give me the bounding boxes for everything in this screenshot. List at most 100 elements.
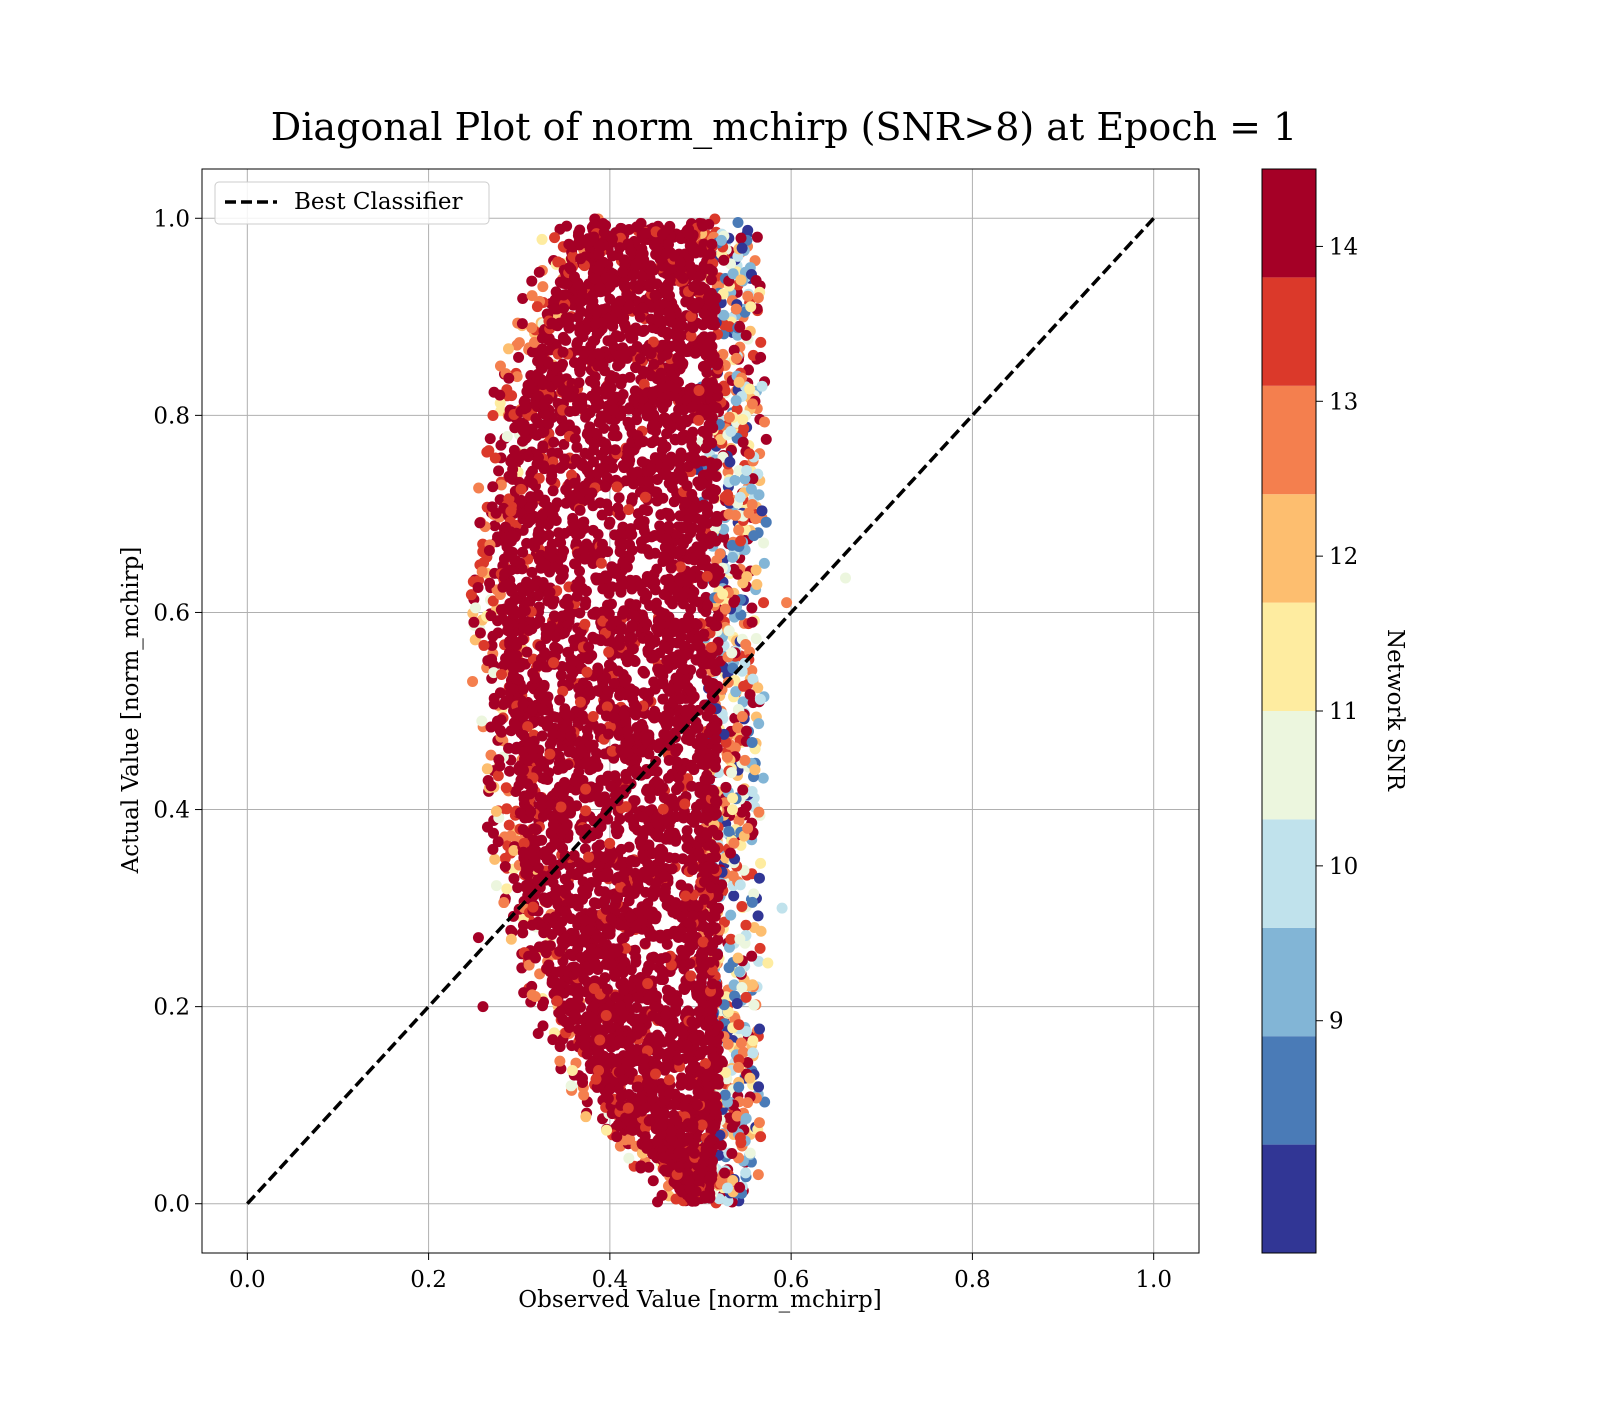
scatter-point (627, 633, 638, 644)
scatter-point (589, 897, 600, 908)
scatter-point (627, 333, 638, 344)
scatter-point (755, 943, 766, 954)
scatter-point (643, 688, 654, 699)
scatter-point (749, 764, 760, 775)
scatter-point (733, 1062, 744, 1073)
scatter-point (746, 602, 757, 613)
scatter-point (745, 1148, 756, 1159)
scatter-point (502, 625, 513, 636)
scatter-point (685, 970, 696, 981)
scatter-point (534, 267, 545, 278)
scatter-point (530, 952, 541, 963)
scatter-point (745, 301, 756, 312)
scatter-point (501, 883, 512, 894)
scatter-point (503, 343, 514, 354)
scatter-points (466, 213, 851, 1208)
scatter-point (643, 1162, 654, 1173)
scatter-point (724, 412, 735, 423)
scatter-point (706, 239, 717, 250)
chart-title: Diagonal Plot of norm_mchirp (SNR>8) at … (271, 105, 1297, 150)
scatter-point (722, 1182, 733, 1193)
scatter-point (485, 610, 496, 621)
scatter-point (686, 686, 697, 697)
scatter-point (656, 368, 667, 379)
scatter-point (684, 940, 695, 951)
scatter-point (557, 763, 568, 774)
scatter-point (720, 1090, 731, 1101)
scatter-point (487, 410, 498, 421)
scatter-point (503, 373, 514, 384)
scatter-point (735, 535, 746, 546)
scatter-point (753, 718, 764, 729)
scatter-point (564, 893, 575, 904)
scatter-point (496, 669, 507, 680)
scatter-point (736, 1037, 747, 1048)
scatter-point (505, 506, 516, 517)
scatter-point (526, 567, 537, 578)
scatter-point (546, 317, 557, 328)
scatter-point (612, 502, 623, 513)
scatter-point (517, 318, 528, 329)
scatter-point (648, 1175, 659, 1186)
scatter-point (642, 505, 653, 516)
scatter-point (659, 815, 670, 826)
scatter-point (676, 470, 687, 481)
scatter-point (491, 880, 502, 891)
scatter-point (744, 1073, 755, 1084)
scatter-point (509, 650, 520, 661)
scatter-point (685, 570, 696, 581)
scatter-point (747, 737, 758, 748)
scatter-point (578, 1090, 589, 1101)
scatter-point (604, 519, 615, 530)
scatter-point (518, 824, 529, 835)
scatter-point (735, 274, 746, 285)
scatter-point (482, 763, 493, 774)
scatter-point (726, 1148, 737, 1159)
scatter-point (491, 806, 502, 817)
scatter-point (498, 897, 509, 908)
scatter-point (508, 873, 519, 884)
scatter-point (735, 492, 746, 503)
scatter-point (548, 485, 559, 496)
scatter-point (751, 565, 762, 576)
scatter-point (677, 1077, 688, 1088)
scatter-point (532, 301, 543, 312)
scatter-point (581, 667, 592, 678)
scatter-point (677, 853, 688, 864)
scatter-point (754, 873, 765, 884)
scatter-point (543, 418, 554, 429)
scatter-point (527, 704, 538, 715)
scatter-point (523, 451, 534, 462)
scatter-point (724, 962, 735, 973)
scatter-point (624, 372, 635, 383)
scatter-point (484, 578, 495, 589)
scatter-point (651, 1059, 662, 1070)
scatter-point (734, 1182, 745, 1193)
scatter-point (692, 635, 703, 646)
scatter-point (761, 434, 772, 445)
scatter-point (518, 684, 529, 695)
scatter-point (718, 255, 729, 266)
scatter-point (504, 579, 515, 590)
scatter-point (736, 807, 747, 818)
scatter-point (623, 1153, 634, 1164)
scatter-point (548, 711, 559, 722)
scatter-point (609, 770, 620, 781)
scatter-point (516, 484, 527, 495)
scatter-point (517, 927, 528, 938)
scatter-point (558, 303, 569, 314)
scatter-point (728, 838, 739, 849)
scatter-point (748, 530, 759, 541)
scatter-point (747, 617, 758, 628)
scatter-point (514, 337, 525, 348)
scatter-point (500, 861, 511, 872)
scatter-point (498, 699, 509, 710)
scatter-point (734, 322, 745, 333)
scatter-point (489, 693, 500, 704)
scatter-point (730, 510, 741, 521)
scatter-point (758, 537, 769, 548)
scatter-point (509, 594, 520, 605)
scatter-point (485, 722, 496, 733)
scatter-point (567, 1065, 578, 1076)
scatter-point (657, 1190, 668, 1201)
